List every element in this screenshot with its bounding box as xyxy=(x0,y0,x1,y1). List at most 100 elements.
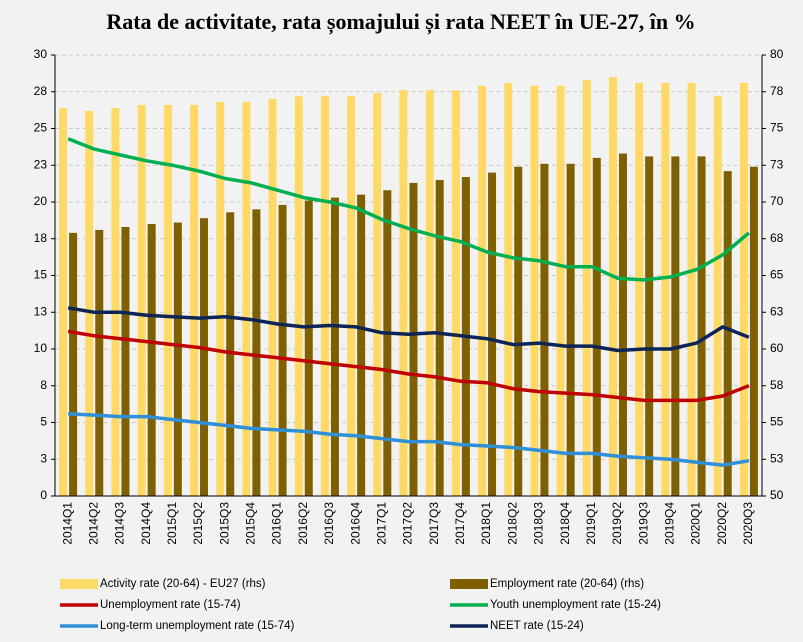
line-series xyxy=(68,411,750,467)
bar xyxy=(216,102,225,496)
bar xyxy=(618,153,627,497)
x-tick-label: 2015Q2 xyxy=(191,502,205,545)
bar xyxy=(514,166,523,496)
bar xyxy=(687,82,696,497)
y-tick-label: 20 xyxy=(34,194,48,208)
bar xyxy=(200,218,209,497)
x-tick-label: 2019Q2 xyxy=(610,502,624,545)
bar xyxy=(566,163,575,496)
bar xyxy=(399,90,408,496)
legend-label: Activity rate (20-64) - EU27 (rhs) xyxy=(100,578,266,590)
x-tick-label: 2014Q3 xyxy=(113,502,127,545)
y-tick-label: 13 xyxy=(34,304,48,318)
bar xyxy=(749,166,758,496)
bar xyxy=(85,110,94,497)
y2-tick-label: 55 xyxy=(770,415,784,429)
bar xyxy=(671,156,680,496)
y2-tick-label: 80 xyxy=(770,47,784,61)
bar xyxy=(347,96,356,496)
y2-tick-label: 60 xyxy=(770,341,784,355)
y2-tick-label: 65 xyxy=(770,268,784,282)
bar xyxy=(425,90,434,496)
legend-label: NEET rate (15-24) xyxy=(490,620,584,632)
line-series xyxy=(67,137,751,282)
x-tick-label: 2016Q4 xyxy=(348,502,362,545)
x-tick-label: 2017Q3 xyxy=(427,502,441,545)
x-tick-label: 2016Q1 xyxy=(270,502,284,545)
x-tick-label: 2020Q2 xyxy=(715,502,729,545)
x-tick-label: 2015Q3 xyxy=(217,502,231,545)
x-tick-label: 2015Q4 xyxy=(244,502,258,545)
y2-tick-label: 75 xyxy=(770,121,784,135)
x-tick-label: 2019Q4 xyxy=(663,502,677,545)
bar xyxy=(111,107,120,497)
bar xyxy=(409,182,418,496)
bar xyxy=(163,104,172,496)
bar xyxy=(294,96,303,496)
bar xyxy=(556,85,565,497)
bar xyxy=(723,171,732,496)
bar xyxy=(330,197,339,496)
bar xyxy=(69,232,78,496)
legend-label: Youth unemployment rate (15-24) xyxy=(490,599,661,611)
bar xyxy=(451,90,460,496)
x-tick-label: 2020Q3 xyxy=(741,502,755,545)
y2-tick-label: 58 xyxy=(770,378,784,392)
y-tick-label: 30 xyxy=(34,47,48,61)
bar xyxy=(252,209,261,496)
bar xyxy=(147,224,156,497)
y-tick-label: 8 xyxy=(40,378,47,392)
bar xyxy=(478,85,487,497)
line-series xyxy=(67,329,750,403)
legend-label: Long-term unemployment rate (15-74) xyxy=(100,620,294,632)
y-tick-label: 23 xyxy=(34,157,48,171)
y-tick-label: 25 xyxy=(34,121,48,135)
x-tick-label: 2016Q3 xyxy=(322,502,336,545)
bar xyxy=(697,156,706,496)
bar xyxy=(635,82,644,497)
x-tick-label: 2018Q1 xyxy=(479,502,493,545)
y2-tick-label: 70 xyxy=(770,194,784,208)
x-tick-label: 2018Q2 xyxy=(505,502,519,545)
bar xyxy=(278,204,287,496)
y2-tick-label: 50 xyxy=(770,488,784,502)
y-tick-label: 0 xyxy=(40,488,47,502)
bar xyxy=(592,157,601,496)
bar xyxy=(713,96,722,496)
x-tick-label: 2014Q4 xyxy=(139,502,153,545)
x-tick-label: 2015Q1 xyxy=(165,502,179,545)
legend-swatch xyxy=(450,579,488,589)
bar xyxy=(95,229,104,496)
x-tick-label: 2020Q1 xyxy=(689,502,703,545)
bar xyxy=(435,179,444,496)
y2-tick-label: 68 xyxy=(770,231,784,245)
bar xyxy=(608,77,617,497)
y-tick-label: 15 xyxy=(34,268,48,282)
legend-swatch xyxy=(60,579,98,589)
bar xyxy=(320,96,329,496)
bar xyxy=(304,200,313,496)
x-tick-label: 2019Q3 xyxy=(636,502,650,545)
x-tick-label: 2014Q2 xyxy=(86,502,100,545)
y-tick-label: 18 xyxy=(34,231,48,245)
y-tick-label: 5 xyxy=(40,415,47,429)
bar xyxy=(739,82,748,497)
bar xyxy=(488,172,497,496)
bar xyxy=(59,107,68,497)
x-tick-label: 2014Q1 xyxy=(60,502,74,545)
y2-tick-label: 63 xyxy=(770,304,784,318)
bar xyxy=(540,163,549,496)
y2-tick-label: 53 xyxy=(770,451,784,465)
x-tick-label: 2019Q1 xyxy=(584,502,598,545)
x-tick-label: 2018Q3 xyxy=(532,502,546,545)
bar xyxy=(242,102,251,496)
y2-tick-label: 73 xyxy=(770,157,784,171)
bar xyxy=(504,82,513,497)
bar xyxy=(530,85,539,497)
legend-label: Unemployment rate (15-74) xyxy=(100,599,241,611)
bar xyxy=(383,190,392,497)
bar xyxy=(582,79,591,497)
x-tick-label: 2016Q2 xyxy=(296,502,310,545)
